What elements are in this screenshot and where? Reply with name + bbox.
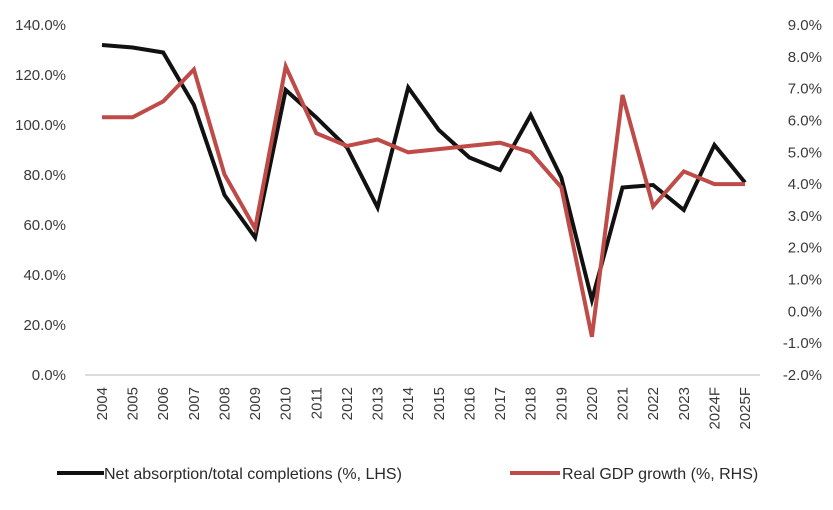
right-tick-label: -1.0%: [783, 335, 822, 352]
x-tick-label: 2007: [186, 387, 203, 420]
right-axis: -2.0% -1.0% 0.0% 1.0% 2.0% 3.0% 4.0% 5.0% 6.0% 7.…: [783, 17, 822, 384]
x-tick-label: 2010: [278, 387, 295, 420]
x-axis: 2004 2005 2006 2007 2008 2009 2010 2011 2012 2013…: [85, 374, 760, 430]
x-tick-label: 2014: [400, 387, 417, 420]
right-tick-label: 5.0%: [788, 144, 822, 161]
legend: Net absorption/total completions (%, LHS…: [57, 466, 758, 483]
left-axis: 0.0% 20.0% 40.0% 60.0% 80.0% 100.0% 120.0% 140.…: [15, 17, 66, 384]
left-tick-label: 40.0%: [23, 267, 66, 284]
series-line-absorption: [101, 43, 747, 308]
series-layer: [101, 43, 747, 338]
x-tick-label: 2025F: [737, 387, 754, 430]
right-tick-label: 8.0%: [788, 49, 822, 66]
x-tick-label: 2008: [216, 387, 233, 420]
x-tick-label: 2018: [523, 387, 540, 420]
left-tick-label: 100.0%: [15, 117, 66, 134]
right-tick-label: 7.0%: [788, 81, 822, 98]
left-tick-label: 60.0%: [23, 217, 66, 234]
right-tick-label: 3.0%: [788, 208, 822, 225]
legend-label-gdp: Real GDP growth (%, RHS): [562, 466, 758, 483]
x-tick-label: 2005: [125, 387, 142, 420]
x-tick-label: 2011: [308, 387, 325, 419]
right-tick-label: 4.0%: [788, 176, 822, 193]
left-tick-label: 0.0%: [32, 367, 66, 384]
left-tick-label: 20.0%: [23, 317, 66, 334]
right-tick-label: 1.0%: [788, 272, 822, 289]
x-tick-label: 2013: [370, 387, 387, 420]
right-tick-label: 2.0%: [788, 240, 822, 257]
x-tick-label: 2017: [492, 387, 509, 420]
right-tick-label: -2.0%: [783, 367, 822, 384]
x-tick-label: 2023: [676, 387, 693, 420]
right-tick-label: 6.0%: [788, 112, 822, 129]
x-tick-label: 2020: [584, 387, 601, 420]
left-tick-label: 80.0%: [23, 167, 66, 184]
x-tick-label: 2004: [94, 387, 111, 420]
x-tick-label: 2022: [645, 387, 662, 420]
x-tick-label: 2016: [461, 387, 478, 420]
x-tick-label: 2015: [431, 387, 448, 420]
x-tick-label: 2021: [615, 387, 632, 420]
series-line-gdp: [102, 59, 745, 338]
x-tick-label: 2009: [247, 387, 264, 420]
x-tick-label: 2024F: [706, 387, 723, 430]
left-tick-label: 120.0%: [15, 67, 66, 84]
x-tick-label: 2012: [339, 387, 356, 420]
left-tick-label: 140.0%: [15, 17, 66, 34]
x-tick-label: 2006: [155, 387, 172, 420]
x-tick-label: 2019: [553, 387, 570, 420]
right-tick-label: 9.0%: [788, 17, 822, 34]
right-tick-label: 0.0%: [788, 303, 822, 320]
legend-label-absorption: Net absorption/total completions (%, LHS…: [104, 466, 402, 483]
